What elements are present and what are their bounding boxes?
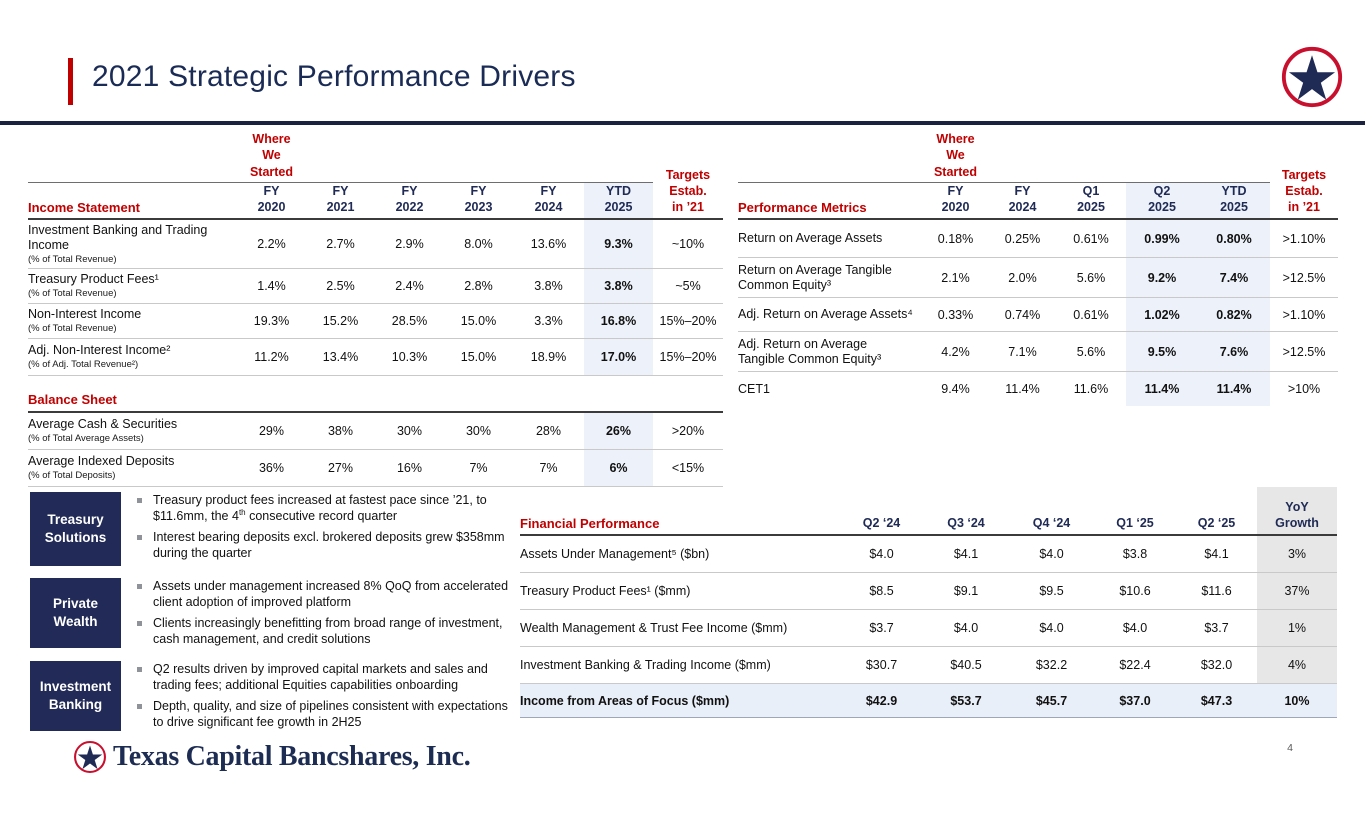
focus-area-treasury-solutions: Treasury Solutions Treasury product fees…: [30, 492, 510, 566]
income-section-label: Income Statement: [28, 181, 237, 219]
income-table-header: Where We Started Targets Estab. in ’21 I…: [28, 131, 723, 221]
focus-box-label: Private Wealth: [30, 578, 121, 648]
column-header-ytd: YTD 2025: [584, 181, 653, 219]
column-header: Q4 ‘24: [1032, 515, 1071, 530]
table-row: Adj. Return on Average Assets⁴ 0.33% 0.7…: [738, 298, 1338, 333]
table-row: Assets Under Management⁵ ($bn) $4.0 $4.1…: [520, 536, 1337, 573]
company-star-logo-icon: [74, 741, 106, 773]
column-header-q2: Q2 2025: [1126, 181, 1198, 219]
balance-sheet-section-label: Balance Sheet: [28, 376, 723, 414]
table-row: Adj. Non-Interest Income² (% of Adj. Tota…: [28, 339, 723, 377]
metrics-table-header: Where We Started Targets Estab. in ’21 P…: [738, 131, 1338, 221]
table-row: Average Indexed Deposits (% of Total Depo…: [28, 450, 723, 488]
column-header: FY 2024: [513, 181, 584, 219]
page-number: 4: [1287, 742, 1293, 754]
income-statement-table: Where We Started Targets Estab. in ’21 I…: [28, 131, 723, 488]
column-header: Q1 2025: [1056, 181, 1126, 219]
metrics-section-label: Performance Metrics: [738, 181, 922, 219]
column-header: FY 2020: [922, 181, 989, 219]
targets-header: Targets Estab. in ’21: [665, 167, 711, 215]
column-header-ytd: YTD 2025: [1198, 181, 1270, 219]
column-header: Q3 ‘24: [947, 515, 985, 530]
table-row: Treasury Product Fees¹ (% of Total Revenu…: [28, 269, 723, 305]
column-header: Q1 ‘25: [1116, 515, 1154, 530]
performance-metrics-table: Where We Started Targets Estab. in ’21 P…: [738, 131, 1338, 407]
column-header: FY 2022: [375, 181, 444, 219]
focus-box-label: Investment Banking: [30, 661, 121, 731]
bullet-item: Depth, quality, and size of pipelines co…: [137, 698, 509, 730]
column-header: Q2 ‘24: [862, 515, 901, 530]
table-row: Treasury Product Fees¹ ($mm) $8.5 $9.1 $…: [520, 573, 1337, 610]
column-header: FY 2020: [237, 181, 306, 219]
company-star-logo-icon: [1281, 46, 1343, 108]
bullet-item: Clients increasingly benefitting from br…: [137, 615, 509, 647]
financial-section-label: Financial Performance: [520, 516, 660, 531]
company-wordmark: Texas Capital Bancshares, Inc.: [113, 741, 471, 772]
total-row-income-from-areas-of-focus: Income from Areas of Focus ($mm) $42.9 $…: [520, 684, 1337, 718]
bullet-square-icon: [137, 704, 142, 709]
bullet-item: Assets under management increased 8% QoQ…: [137, 578, 509, 610]
financial-table-header: Financial Performance Q2 ‘24 Q3 ‘24 Q4 ‘…: [520, 487, 1337, 536]
page-title: 2021 Strategic Performance Drivers: [92, 60, 576, 93]
column-header: FY 2021: [306, 181, 375, 219]
title-accent-bar: [68, 58, 73, 105]
column-header: FY 2023: [444, 181, 513, 219]
table-row: Return on Average Assets 0.18% 0.25% 0.6…: [738, 220, 1338, 259]
targets-header: Targets Estab. in ’21: [1281, 167, 1327, 215]
bullet-item: Q2 results driven by improved capital ma…: [137, 661, 509, 693]
bullet-item: Interest bearing deposits excl. brokered…: [137, 529, 509, 561]
column-header: FY 2024: [989, 181, 1056, 219]
where-we-started-label: Where We Started: [933, 132, 978, 179]
table-row: Average Cash & Securities (% of Total Ave…: [28, 413, 723, 451]
column-header: Q2 ‘25: [1197, 515, 1236, 530]
financial-performance-table: Financial Performance Q2 ‘24 Q3 ‘24 Q4 ‘…: [520, 487, 1337, 718]
footer-logo: Texas Capital Bancshares, Inc.: [73, 740, 471, 774]
header-rule: [0, 121, 1365, 125]
bullet-square-icon: [137, 667, 142, 672]
table-row: Adj. Return on Average Tangible Common E…: [738, 332, 1338, 373]
bullet-square-icon: [137, 584, 142, 589]
table-row: Wealth Management & Trust Fee Income ($m…: [520, 610, 1337, 647]
where-we-started-label: Where We Started: [249, 132, 294, 179]
table-row: CET1 9.4% 11.4% 11.6% 11.4% 11.4% >10%: [738, 372, 1338, 407]
column-header-yoy: YoY Growth: [1257, 487, 1337, 534]
bullet-square-icon: [137, 621, 142, 626]
table-row: Return on Average Tangible Common Equity…: [738, 258, 1338, 299]
focus-area-private-wealth: Private Wealth Assets under management i…: [30, 578, 510, 648]
focus-area-investment-banking: Investment Banking Q2 results driven by …: [30, 661, 510, 731]
table-row: Investment Banking and Trading Income (% …: [28, 220, 723, 270]
bullet-item: Treasury product fees increased at faste…: [137, 492, 509, 524]
bullet-square-icon: [137, 535, 142, 541]
table-row: Non-Interest Income (% of Total Revenue) …: [28, 304, 723, 340]
table-row: Investment Banking & Trading Income ($mm…: [520, 647, 1337, 684]
focus-box-label: Treasury Solutions: [30, 492, 121, 566]
bullet-square-icon: [137, 498, 142, 503]
